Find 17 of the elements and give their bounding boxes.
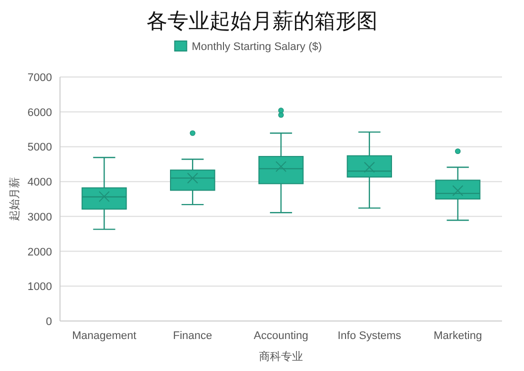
- chart-title: 各专业起始月薪的箱形图: [146, 10, 378, 33]
- y-tick-label: 2000: [28, 246, 52, 258]
- x-tick-label: Accounting: [254, 330, 308, 342]
- x-tick-label: Management: [72, 330, 136, 342]
- y-axis-title: 起始月薪: [8, 177, 21, 221]
- x-tick-label: Info Systems: [338, 330, 402, 342]
- y-tick-label: 5000: [28, 142, 52, 154]
- y-tick-label: 1000: [28, 281, 52, 294]
- y-tick-label: 6000: [28, 106, 52, 119]
- x-tick-label: Marketing: [434, 330, 482, 342]
- x-axis-title: 商科专业: [259, 350, 303, 363]
- y-tick-label: 0: [46, 316, 52, 328]
- y-tick-label: 3000: [28, 211, 52, 224]
- y-tick-label: 4000: [28, 176, 52, 189]
- x-tick-label: Finance: [173, 330, 212, 342]
- legend-label: Monthly Starting Salary ($): [192, 41, 322, 53]
- y-tick-label: 7000: [28, 72, 52, 84]
